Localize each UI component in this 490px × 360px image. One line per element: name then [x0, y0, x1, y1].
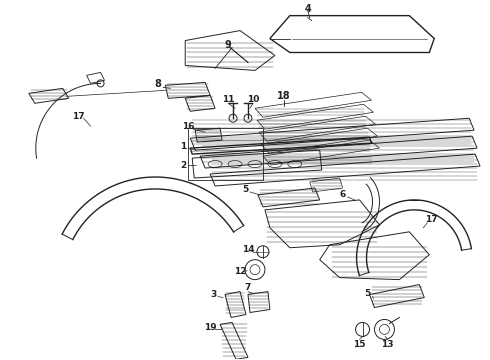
- Text: 19: 19: [204, 323, 217, 332]
- Text: 5: 5: [365, 289, 370, 298]
- Bar: [188, 128, 263, 180]
- Text: 12: 12: [234, 267, 246, 276]
- Text: 7: 7: [245, 283, 251, 292]
- Text: 16: 16: [182, 122, 195, 131]
- Text: 11: 11: [222, 95, 234, 104]
- Text: 18: 18: [277, 91, 291, 101]
- Text: 10: 10: [247, 95, 259, 104]
- Text: 5: 5: [242, 185, 248, 194]
- Text: 6: 6: [340, 190, 346, 199]
- Text: 15: 15: [353, 340, 366, 349]
- Text: 8: 8: [154, 79, 161, 89]
- Text: 17: 17: [73, 112, 85, 121]
- Text: 9: 9: [225, 40, 231, 50]
- Text: 1: 1: [180, 141, 186, 150]
- Text: 13: 13: [381, 340, 393, 349]
- Text: 4: 4: [304, 4, 311, 14]
- Text: 2: 2: [180, 161, 186, 170]
- Text: 3: 3: [210, 290, 216, 299]
- Text: 17: 17: [425, 215, 438, 224]
- Text: 14: 14: [242, 245, 254, 254]
